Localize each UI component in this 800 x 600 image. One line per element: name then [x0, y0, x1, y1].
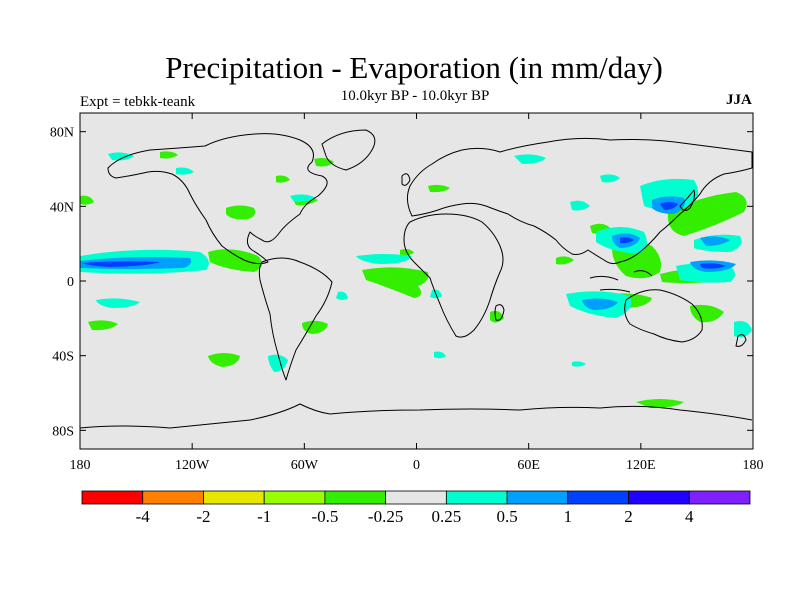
weak-positive-anomaly-patch: [290, 194, 316, 202]
weak-positive-anomaly-patch: [600, 174, 620, 183]
negative-anomaly-patch: [208, 249, 263, 272]
weak-positive-anomaly-patch: [176, 167, 194, 175]
lat-tick-label: 0: [67, 275, 74, 290]
plot-title: Precipitation - Evaporation (in mm/day): [165, 50, 663, 85]
coastline-japan: [679, 189, 695, 212]
lon-tick-label: 120W: [175, 458, 210, 473]
lat-tick-label: 40N: [50, 200, 74, 215]
negative-anomaly-patch: [314, 158, 334, 167]
weak-positive-anomaly-patch: [96, 298, 140, 308]
colorbar-swatch: [263, 490, 326, 505]
colorbar-swatch: [567, 490, 629, 505]
negative-anomaly-patch: [362, 267, 429, 298]
lon-tick-label: 0: [413, 458, 420, 473]
colorbar-label: -0.5: [311, 507, 338, 526]
weak-positive-anomaly-patch: [336, 291, 348, 300]
lat-tick-label: 40S: [52, 350, 74, 365]
colorbar-swatch: [81, 490, 144, 505]
season-label: JJA: [726, 92, 752, 108]
negative-anomaly-patch: [208, 353, 240, 367]
longitude-axis: 180 120W 60W 0 60E 120E 180: [70, 113, 764, 473]
negative-anomaly-patch: [690, 304, 724, 323]
colorbar-label: -2: [196, 507, 210, 526]
colorbar-label: -0.25: [368, 507, 403, 526]
weak-positive-anomaly-patch: [108, 152, 134, 161]
negative-anomaly-patch: [80, 195, 94, 205]
colorbar-label: 2: [624, 507, 633, 526]
lon-tick-label: 120E: [626, 458, 656, 473]
coastline-new-zealand: [735, 334, 747, 347]
colorbar-swatch: [142, 490, 204, 505]
moderate-positive-anomaly-patch: [582, 298, 618, 310]
latitude-axis: 80N 40N 0 40S 80S: [50, 126, 753, 439]
coastline-madagascar: [494, 304, 505, 321]
negative-anomaly-patch: [226, 205, 256, 220]
coastline-antarctica: [79, 403, 753, 429]
colorbar: -4 -2 -1 -0.5 -0.25 0.25 0.5 1 2 4: [81, 490, 751, 526]
lat-tick-label: 80N: [50, 126, 74, 141]
lon-tick-label: 60W: [291, 458, 319, 473]
weak-positive-anomaly-patch: [734, 321, 752, 338]
negative-anomaly-layer: [80, 151, 747, 408]
strong-positive-anomaly-layer: [82, 202, 726, 269]
negative-anomaly-patch: [276, 175, 290, 183]
lon-tick-label: 180: [70, 458, 91, 473]
plot-subtitle: 10.0kyr BP - 10.0kyr BP: [340, 88, 490, 104]
colorbar-swatch: [445, 490, 508, 505]
coastline-uk: [401, 173, 411, 186]
negative-anomaly-patch: [302, 320, 328, 334]
colorbar-swatch: [506, 490, 569, 505]
coastline-north-america: [107, 133, 328, 265]
coastline-greenland: [321, 129, 376, 171]
negative-anomaly-patch: [160, 151, 178, 159]
colorbar-label: -4: [136, 507, 151, 526]
moderate-positive-anomaly-patch: [700, 236, 730, 246]
colorbar-swatch: [324, 490, 387, 505]
weak-positive-anomaly-patch: [434, 351, 446, 359]
coastline-eurasia: [406, 137, 753, 265]
coastline-indonesia: [589, 270, 653, 293]
lon-tick-label: 180: [743, 458, 764, 473]
colorbar-label: 4: [685, 507, 694, 526]
weak-positive-anomaly-patch: [514, 154, 546, 164]
negative-anomaly-patch: [428, 184, 450, 193]
coastline-australia: [624, 289, 703, 343]
colorbar-label: 0.25: [431, 507, 461, 526]
strong-positive-anomaly-patch: [700, 263, 726, 269]
experiment-label: Expt = tebkk-teank: [80, 94, 196, 110]
negative-anomaly-patch: [556, 256, 574, 265]
coastline-africa: [403, 213, 504, 338]
colorbar-label: -1: [257, 507, 271, 526]
weak-positive-anomaly-patch: [570, 200, 590, 211]
colorbar-label: 1: [564, 507, 573, 526]
negative-anomaly-patch: [88, 320, 118, 331]
colorbar-swatch: [688, 490, 751, 505]
colorbar-label: 0.5: [496, 507, 517, 526]
strong-positive-anomaly-patch: [82, 261, 160, 267]
weak-positive-anomaly-patch: [268, 354, 288, 372]
coastline-south-america: [258, 257, 333, 381]
coastlines: [79, 129, 753, 429]
colorbar-swatch: [385, 490, 447, 505]
lat-tick-label: 80S: [52, 424, 74, 439]
weak-positive-anomaly-patch: [572, 361, 586, 367]
lon-tick-label: 60E: [517, 458, 540, 473]
colorbar-swatch: [628, 490, 690, 505]
strong-positive-anomaly-patch: [660, 202, 678, 210]
strong-positive-anomaly-patch: [620, 237, 634, 244]
weak-positive-anomaly-patch: [356, 254, 412, 264]
negative-anomaly-patch: [667, 192, 747, 236]
negative-anomaly-patch: [636, 399, 684, 408]
colorbar-swatch: [203, 490, 265, 505]
